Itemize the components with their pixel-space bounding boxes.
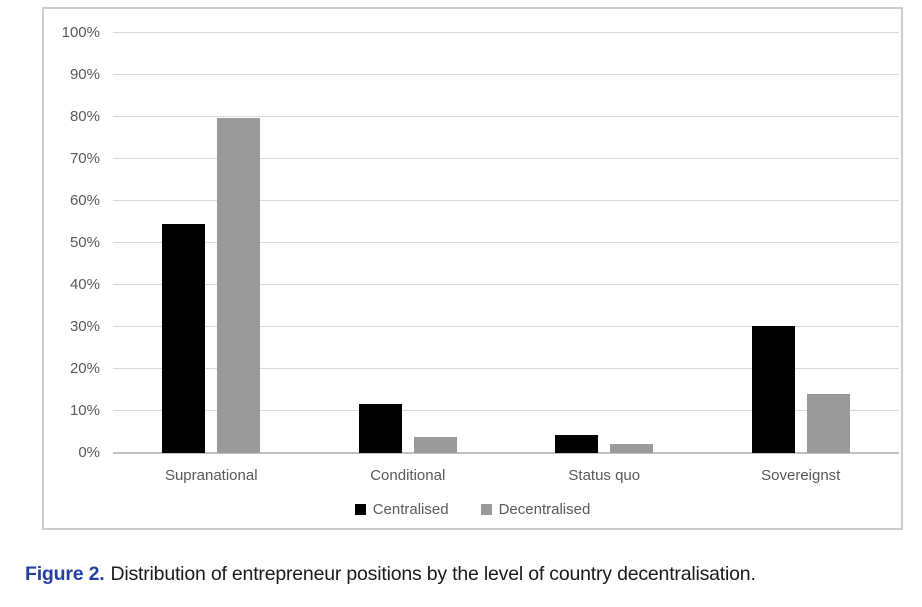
gridline-80%: [113, 116, 899, 117]
figure-caption: Figure 2. Distribution of entrepreneur po…: [25, 560, 905, 588]
legend-label: Decentralised: [498, 501, 591, 518]
bar-group-conditional: [310, 33, 507, 453]
bar-group-sovereignst: [703, 33, 900, 453]
y-tick-label: 70%: [69, 150, 100, 167]
x-tick-label: Status quo: [568, 467, 641, 484]
y-tick-label: 90%: [69, 66, 100, 83]
y-tick-label: 0%: [78, 444, 100, 461]
bar-decentralised-sovereignst: [806, 394, 850, 453]
gridline-90%: [113, 74, 899, 75]
y-tick-label: 40%: [69, 276, 100, 293]
caption-label: Figure 2.: [25, 563, 105, 585]
bar-group-status-quo: [506, 33, 703, 453]
bar-series: [113, 33, 899, 453]
gridline-50%: [113, 242, 899, 243]
bar-centralised-sovereignst: [751, 326, 795, 453]
y-tick-label: 80%: [69, 108, 100, 125]
y-tick-label: 60%: [69, 192, 100, 209]
x-axis-labels: Supranational Conditional Status quo Sovere…: [113, 467, 899, 484]
gridline-70%: [113, 158, 899, 159]
gridline-100%: [113, 32, 899, 33]
gridline-0%: [113, 452, 899, 454]
y-axis: 0% 10% 20% 30% 40% 50% 60% 70% 80% 90% 100%: [44, 24, 100, 461]
caption-text: Distribution of entrepreneur positions b…: [110, 563, 756, 585]
bar-group-supranational: [113, 33, 310, 453]
plot-area: [113, 32, 899, 454]
x-tick-label: Sovereignst: [761, 467, 841, 484]
bar-centralised-status-quo: [555, 434, 599, 453]
gridline-20%: [113, 368, 899, 369]
legend: Centralised Decentralised: [44, 501, 901, 518]
legend-label: Centralised: [372, 501, 449, 518]
y-tick-label: 20%: [69, 360, 100, 377]
legend-swatch-decentralised: [480, 504, 492, 515]
gridline-40%: [113, 284, 899, 285]
bar-decentralised-conditional: [413, 436, 457, 453]
legend-item-decentralised: Decentralised: [480, 501, 591, 518]
gridline-30%: [113, 326, 899, 327]
gridline-10%: [113, 410, 899, 411]
bar-centralised-supranational: [162, 224, 206, 453]
y-tick-label: 50%: [69, 234, 100, 251]
legend-item-centralised: Centralised: [354, 501, 449, 518]
legend-swatch-centralised: [354, 504, 366, 515]
x-tick-label: Supranational: [164, 467, 258, 484]
chart-frame: 0% 10% 20% 30% 40% 50% 60% 70% 80% 90% 100% Supran…: [42, 7, 903, 530]
y-tick-label: 10%: [69, 402, 100, 419]
bar-decentralised-status-quo: [610, 444, 654, 453]
y-tick-label: 100%: [61, 24, 100, 41]
bar-centralised-conditional: [358, 404, 402, 453]
gridline-60%: [113, 200, 899, 201]
bar-decentralised-supranational: [217, 117, 261, 453]
x-tick-label: Conditional: [370, 467, 446, 484]
y-tick-label: 30%: [69, 318, 100, 335]
